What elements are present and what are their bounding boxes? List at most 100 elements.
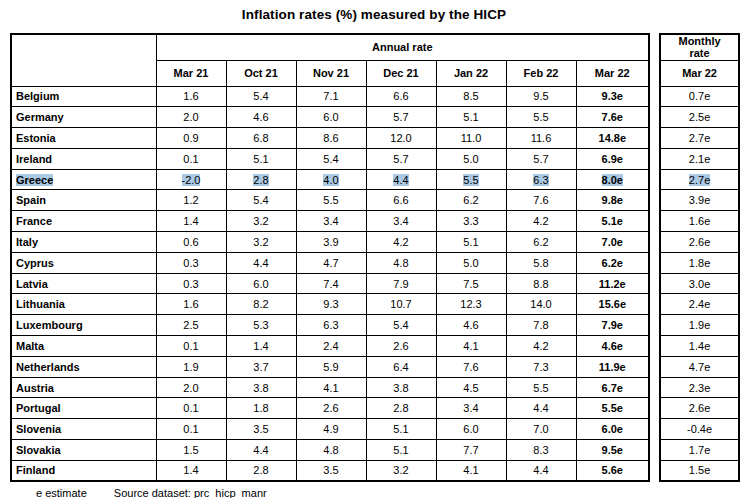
rate-cell: 5.1 — [226, 148, 296, 169]
corner-cell — [11, 34, 156, 86]
rate-cell: 6.0 — [436, 419, 506, 440]
rate-cell: 3.2 — [366, 460, 436, 481]
rate-cell: 2.8 — [226, 169, 296, 190]
rate-cell: 5.4 — [366, 315, 436, 336]
monthly-rate-cell: 0.7e — [660, 86, 739, 107]
rate-cell: 2.0 — [156, 377, 226, 398]
country-cell: Luxembourg — [11, 315, 156, 336]
monthly-table-row-estonia: 2.7e — [660, 128, 739, 149]
rate-cell: 5.4 — [296, 148, 366, 169]
rate-cell: 5.5 — [296, 190, 366, 211]
rate-cell: 5.4 — [226, 190, 296, 211]
rate-cell: 7.9 — [366, 273, 436, 294]
rate-cell: 5.1 — [436, 107, 506, 128]
table-row-lithuania: Lithuania1.68.29.310.712.314.015.6e — [11, 294, 649, 315]
rate-cell: 9.5 — [506, 86, 576, 107]
table-row-finland: Finland1.42.83.53.24.14.45.6e — [11, 460, 649, 481]
rate-cell: 0.1 — [156, 148, 226, 169]
rate-cell: 5.5 — [506, 377, 576, 398]
rate-cell: 9.3 — [296, 294, 366, 315]
country-cell: Slovenia — [11, 419, 156, 440]
country-cell: Italy — [11, 232, 156, 253]
rate-cell: 5.7 — [366, 107, 436, 128]
monthly-table-row-malta: 1.4e — [660, 336, 739, 357]
monthly-rate-cell: 2.7e — [660, 128, 739, 149]
rate-cell: 3.4 — [436, 398, 506, 419]
rate-cell: 5.7 — [506, 148, 576, 169]
rate-cell: 4.2 — [506, 211, 576, 232]
rate-cell: 4.1 — [296, 377, 366, 398]
rate-cell: 7.5 — [436, 273, 506, 294]
monthly-month-row: Mar 22 — [660, 60, 739, 86]
table-row-germany: Germany2.04.66.05.75.15.57.6e — [11, 107, 649, 128]
rate-cell: 7.6 — [506, 190, 576, 211]
rate-cell: 3.9 — [296, 232, 366, 253]
table-row-greece: Greece-2.02.84.04.45.56.38.0e — [11, 169, 649, 190]
rate-cell: 1.5 — [156, 440, 226, 461]
monthly-table-row-netherlands: 4.7e — [660, 356, 739, 377]
monthly-table-row-finland: 1.5e — [660, 460, 739, 481]
table-row-portugal: Portugal0.11.82.62.83.44.45.5e — [11, 398, 649, 419]
rate-cell: 5.9 — [296, 356, 366, 377]
rate-cell: 6.7e — [576, 377, 649, 398]
monthly-rate-cell: 1.5e — [660, 460, 739, 481]
column-header-mar-22: Mar 22 — [576, 60, 649, 86]
rate-cell: 1.2 — [156, 190, 226, 211]
rate-cell: 0.1 — [156, 419, 226, 440]
country-cell: Malta — [11, 336, 156, 357]
rate-cell: 14.0 — [506, 294, 576, 315]
rate-cell: 9.5e — [576, 440, 649, 461]
monthly-table-row-greece: 2.7e — [660, 169, 739, 190]
monthly-rate-cell: 1.6e — [660, 211, 739, 232]
monthly-table-row-latvia: 3.0e — [660, 273, 739, 294]
rate-cell: 6.0e — [576, 419, 649, 440]
country-cell: Greece — [11, 169, 156, 190]
monthly-rate-table: Monthly rate Mar 22 0.7e2.5e2.7e2.1e2.7e… — [659, 33, 740, 482]
country-cell: Ireland — [11, 148, 156, 169]
table-row-netherlands: Netherlands1.93.75.96.47.67.311.9e — [11, 356, 649, 377]
rate-cell: -2.0 — [156, 169, 226, 190]
monthly-rate-cell: 1.7e — [660, 440, 739, 461]
rate-cell: 6.4 — [366, 356, 436, 377]
rate-cell: 2.6 — [296, 398, 366, 419]
country-cell: Cyprus — [11, 252, 156, 273]
country-cell: Latvia — [11, 273, 156, 294]
rate-cell: 9.3e — [576, 86, 649, 107]
rate-cell: 4.0 — [296, 169, 366, 190]
rate-cell: 4.2 — [506, 336, 576, 357]
country-cell: Spain — [11, 190, 156, 211]
rate-cell: 4.7 — [296, 252, 366, 273]
rate-cell: 8.2 — [226, 294, 296, 315]
page-title: Inflation rates (%) measured by the HICP — [0, 7, 748, 22]
rate-cell: 2.6 — [366, 336, 436, 357]
rate-cell: 7.4 — [296, 273, 366, 294]
rate-cell: 4.1 — [436, 336, 506, 357]
country-cell: Austria — [11, 377, 156, 398]
rate-cell: 3.8 — [366, 377, 436, 398]
rate-cell: 7.6 — [436, 356, 506, 377]
rate-cell: 1.4 — [156, 460, 226, 481]
table-row-estonia: Estonia0.96.88.612.011.011.614.8e — [11, 128, 649, 149]
column-header-feb-22: Feb 22 — [506, 60, 576, 86]
table-row-italy: Italy0.63.23.94.25.16.27.0e — [11, 232, 649, 253]
rate-cell: 4.4 — [506, 460, 576, 481]
rate-cell: 8.0e — [576, 169, 649, 190]
column-header-monthly-mar-22: Mar 22 — [660, 60, 739, 86]
rate-cell: 3.4 — [296, 211, 366, 232]
footnote: e estimate Source dataset: prc_hicp_manr — [36, 487, 267, 498]
rate-cell: 1.4 — [226, 336, 296, 357]
table-row-france: France1.43.23.43.43.34.25.1e — [11, 211, 649, 232]
rate-cell: 0.1 — [156, 336, 226, 357]
monthly-rate-cell: 1.4e — [660, 336, 739, 357]
rate-cell: 5.1 — [436, 232, 506, 253]
estimate-note: e estimate — [36, 487, 87, 498]
rate-cell: 1.4 — [156, 211, 226, 232]
column-header-mar-21: Mar 21 — [156, 60, 226, 86]
rate-cell: 9.8e — [576, 190, 649, 211]
monthly-table-row-lithuania: 2.4e — [660, 294, 739, 315]
rate-cell: 12.3 — [436, 294, 506, 315]
monthly-table-row-portugal: 2.6e — [660, 398, 739, 419]
rate-cell: 6.8 — [226, 128, 296, 149]
rate-cell: 7.9e — [576, 315, 649, 336]
rate-cell: 7.0e — [576, 232, 649, 253]
